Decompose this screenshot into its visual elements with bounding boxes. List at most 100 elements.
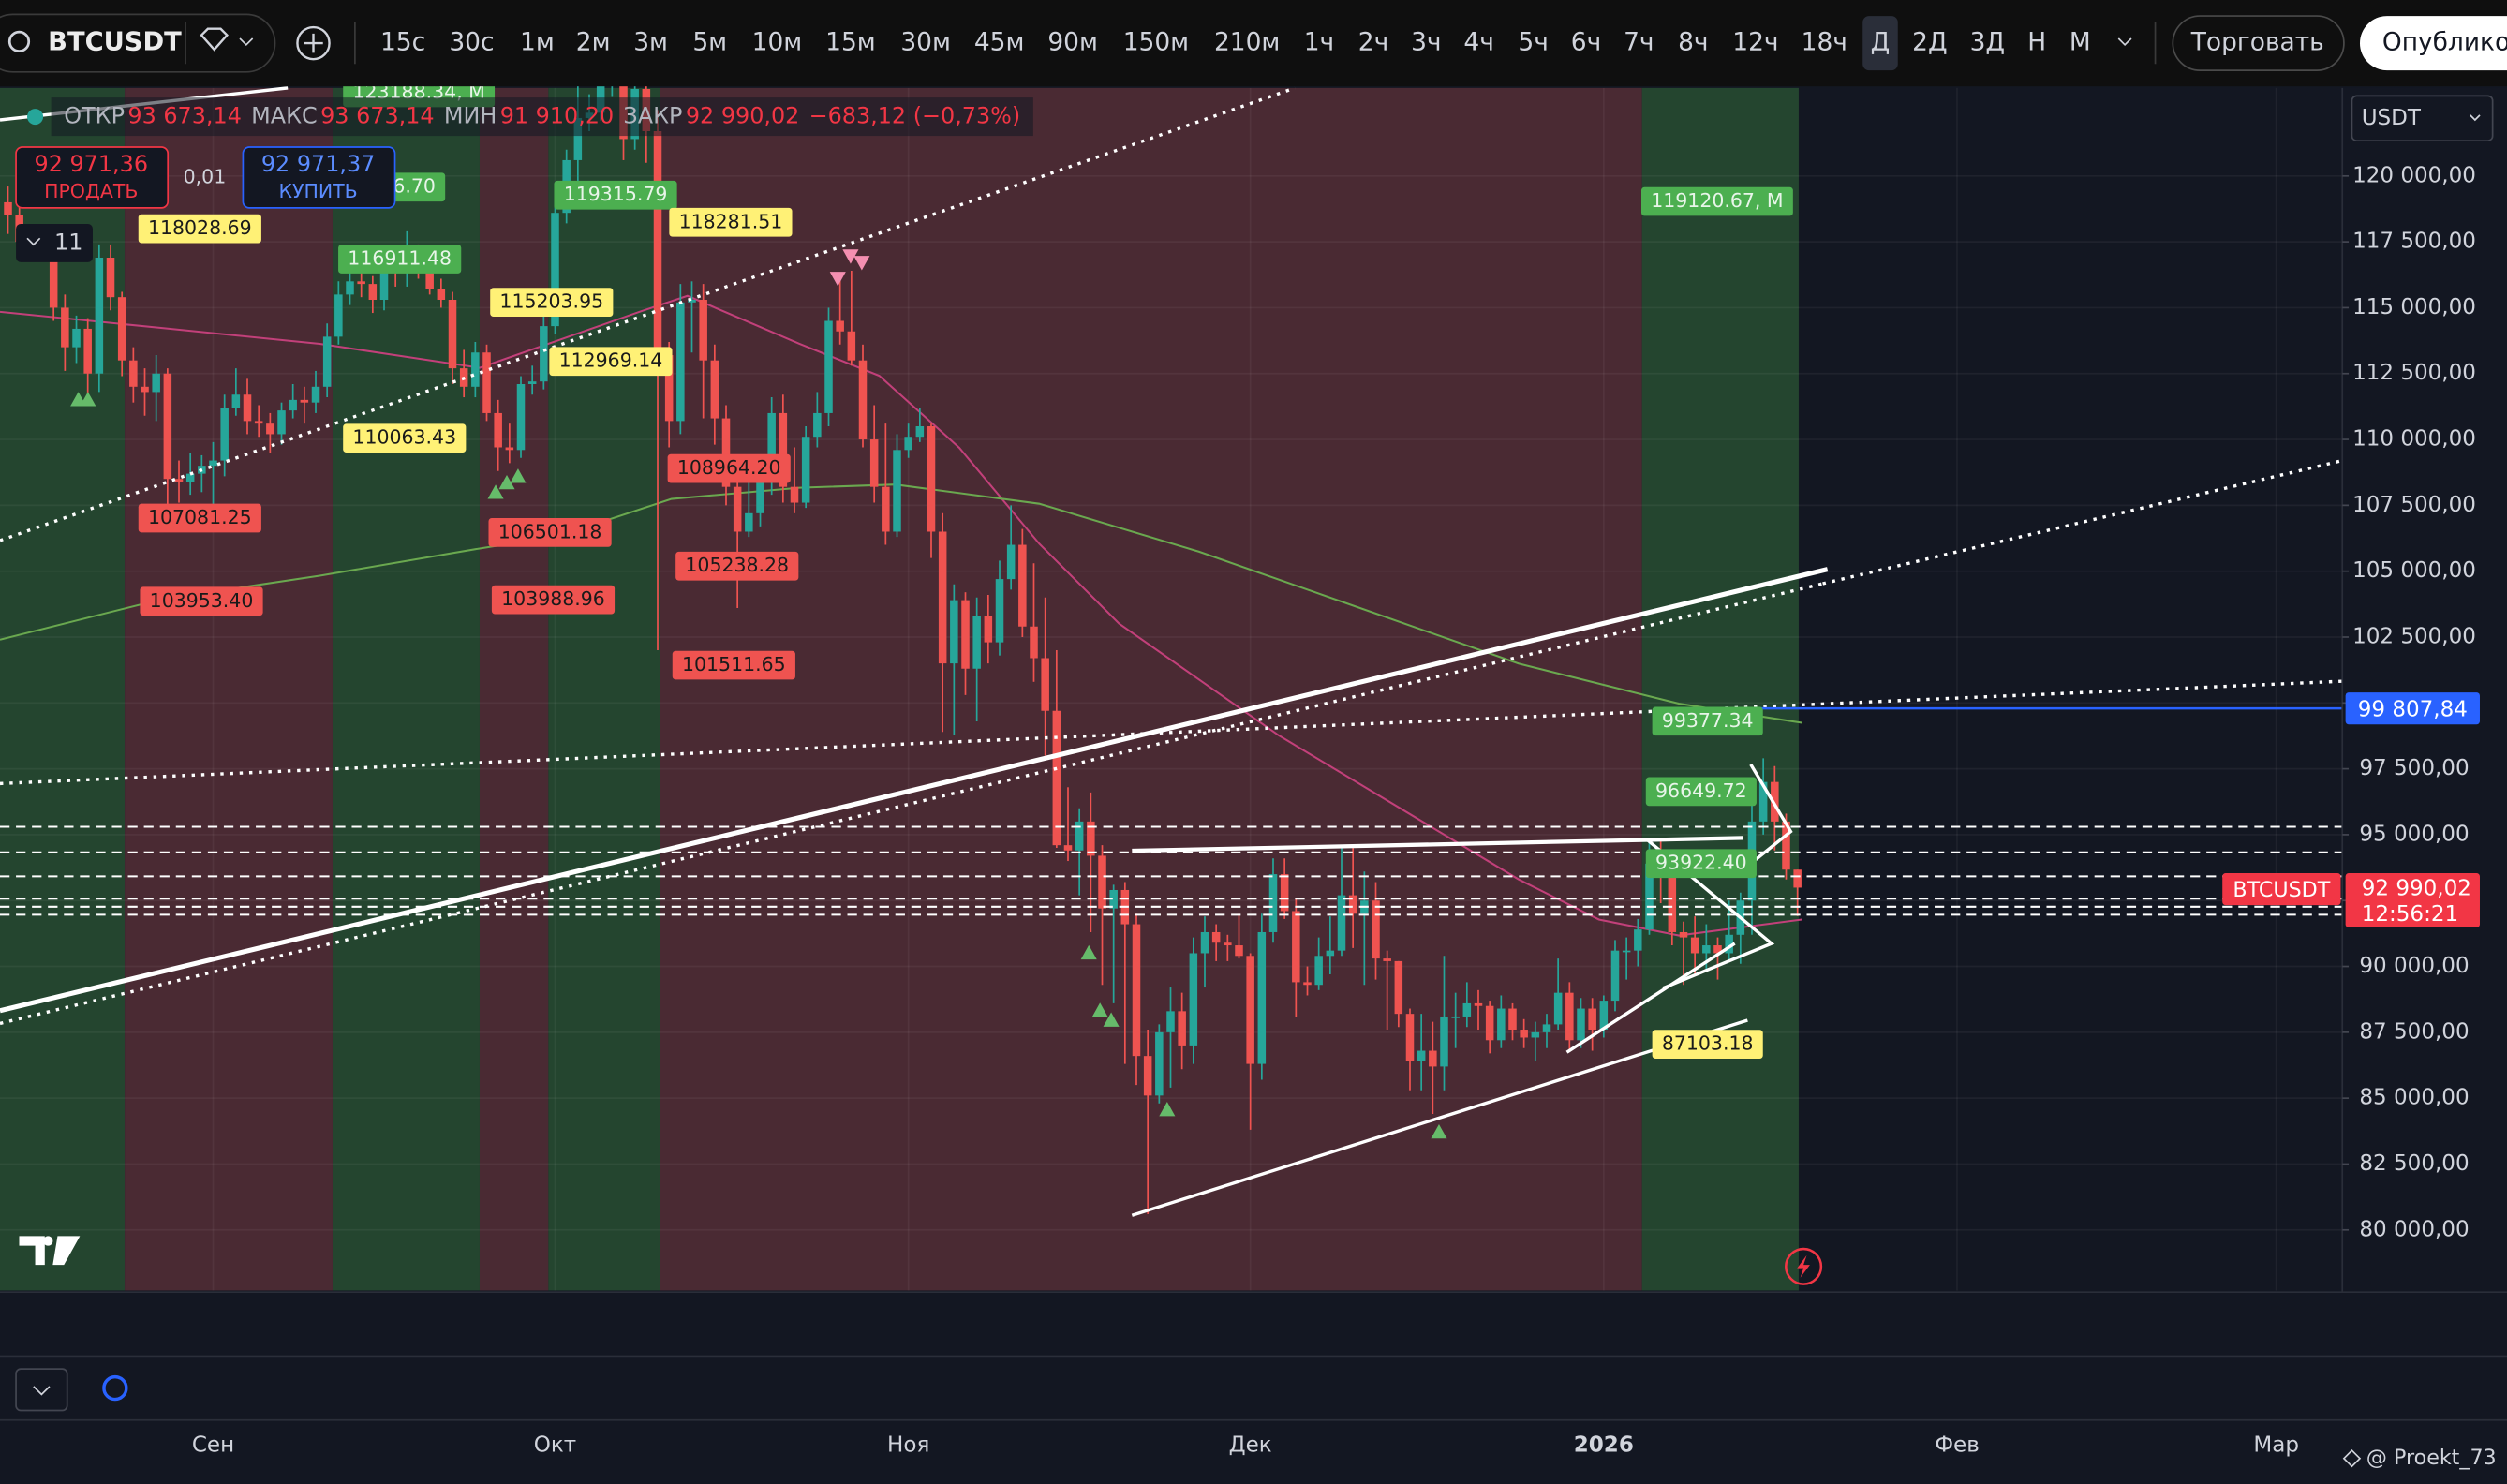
interval[interactable]: 30с bbox=[449, 28, 494, 57]
annotation: 107081.25 bbox=[148, 506, 252, 528]
y-tick-label: 85 000,00 bbox=[2359, 1086, 2469, 1110]
candle-body bbox=[1257, 931, 1267, 1064]
candle-body bbox=[311, 386, 320, 403]
buy-price[interactable]: 92 971,37 bbox=[261, 151, 376, 177]
interval[interactable]: 2ч bbox=[1358, 28, 1388, 57]
legend-value: 92 990,02 bbox=[686, 103, 800, 129]
candle-body bbox=[779, 412, 788, 487]
candle-body bbox=[1211, 931, 1221, 943]
candle-body bbox=[1372, 900, 1380, 959]
x-tick-label: 2026 bbox=[1574, 1433, 1634, 1458]
interval[interactable]: 12ч bbox=[1732, 28, 1778, 57]
interval[interactable]: 45м bbox=[974, 28, 1025, 57]
candle-body bbox=[482, 352, 491, 413]
interval[interactable]: 5ч bbox=[1518, 28, 1548, 57]
legend-change: −683,12 (−0,73%) bbox=[809, 103, 1021, 129]
currency-box[interactable] bbox=[2351, 95, 2494, 142]
indicator-count[interactable]: 11 bbox=[54, 229, 82, 255]
trade[interactable]: Торговать bbox=[2190, 28, 2324, 57]
candle-body bbox=[882, 486, 890, 532]
candle-body bbox=[209, 460, 217, 467]
symbol-label: BTCUSDT bbox=[2233, 878, 2330, 902]
add-button[interactable] bbox=[296, 25, 331, 61]
indicators-toggle[interactable] bbox=[16, 223, 93, 262]
red-band bbox=[479, 87, 549, 1291]
interval[interactable]: 30м bbox=[900, 28, 951, 57]
candle-body bbox=[357, 281, 365, 285]
flash-icon[interactable] bbox=[1785, 1247, 1823, 1285]
candle-body bbox=[972, 616, 981, 669]
triangle-line bbox=[1132, 836, 1743, 853]
interval[interactable]: 5м bbox=[692, 28, 727, 57]
interval[interactable]: Д bbox=[1871, 28, 1891, 57]
interval[interactable]: 15с bbox=[380, 28, 425, 57]
candle-body bbox=[1075, 821, 1084, 851]
sell-button[interactable] bbox=[15, 146, 170, 209]
annotation: 106501.18 bbox=[498, 520, 602, 542]
ma-pink bbox=[0, 294, 1802, 937]
flash-circle[interactable] bbox=[1785, 1247, 1823, 1285]
symbol[interactable]: BTCUSDT bbox=[48, 28, 182, 57]
interval[interactable]: 7ч bbox=[1624, 28, 1654, 57]
interval[interactable]: 2м bbox=[576, 28, 611, 57]
sell-label[interactable]: ПРОДАТЬ bbox=[44, 180, 138, 202]
candle-body bbox=[1189, 953, 1198, 1046]
interval[interactable]: М bbox=[2069, 28, 2091, 57]
refresh-icon[interactable] bbox=[102, 1374, 128, 1402]
currency-select[interactable]: USDT bbox=[2351, 95, 2494, 142]
chevron bbox=[33, 1386, 51, 1396]
trade-button[interactable] bbox=[2172, 15, 2345, 71]
interval[interactable]: Н bbox=[2027, 28, 2046, 57]
candle-body bbox=[1246, 956, 1254, 1064]
candle-body bbox=[836, 320, 844, 332]
annotation: 96649.72 bbox=[1655, 779, 1747, 802]
currency[interactable]: USDT bbox=[2362, 106, 2422, 130]
candle-body bbox=[927, 425, 936, 532]
candle-body bbox=[152, 373, 160, 393]
active-interval-bg[interactable] bbox=[1862, 16, 1898, 71]
publish[interactable]: Опублико bbox=[2382, 28, 2507, 57]
interval[interactable]: 150м bbox=[1123, 28, 1189, 57]
candle-body bbox=[699, 299, 707, 361]
chevron[interactable] bbox=[2117, 37, 2132, 47]
interval[interactable]: 3ч bbox=[1411, 28, 1441, 57]
candle-body bbox=[1622, 950, 1631, 953]
interval[interactable]: 90м bbox=[1047, 28, 1098, 57]
collapse-button[interactable] bbox=[15, 1368, 68, 1412]
interval[interactable]: 2Д bbox=[1912, 28, 1947, 57]
interval[interactable]: 1ч bbox=[1304, 28, 1334, 57]
publish-button[interactable] bbox=[2359, 16, 2507, 71]
interval[interactable]: 1м bbox=[520, 28, 555, 57]
interval[interactable]: 10м bbox=[752, 28, 803, 57]
annotation: 93922.40 bbox=[1655, 852, 1747, 874]
candle-body bbox=[961, 600, 970, 669]
buy-button[interactable] bbox=[242, 146, 396, 209]
interval[interactable]: 4ч bbox=[1463, 28, 1493, 57]
sell-price[interactable]: 92 971,36 bbox=[35, 151, 149, 177]
y-tick-label: 97 500,00 bbox=[2359, 756, 2469, 780]
interval[interactable]: 15м bbox=[825, 28, 876, 57]
y-tick-label: 82 500,00 bbox=[2359, 1151, 2469, 1176]
legend-label: ЗАКР bbox=[623, 103, 682, 129]
interval[interactable]: 8ч bbox=[1678, 28, 1708, 57]
candle-body bbox=[266, 423, 274, 435]
alert-label: 99 807,84 bbox=[2358, 697, 2468, 721]
price-labels: 99 807,84 BTCUSDT 92 990,02 12:56:21 bbox=[2222, 692, 2480, 928]
interval[interactable]: 210м bbox=[1214, 28, 1280, 57]
candle-body bbox=[243, 394, 252, 422]
candle-body bbox=[505, 447, 514, 451]
interval[interactable]: 6ч bbox=[1571, 28, 1601, 57]
interval[interactable]: 3м bbox=[633, 28, 668, 57]
interval[interactable]: 18ч bbox=[1802, 28, 1847, 57]
buy-label[interactable]: КУПИТЬ bbox=[278, 180, 357, 202]
down-markers bbox=[829, 249, 870, 287]
candle-body bbox=[1645, 863, 1654, 930]
candle-body bbox=[368, 284, 378, 300]
annotation-bg bbox=[549, 347, 673, 377]
symbol-box[interactable] bbox=[0, 13, 276, 73]
candle-body bbox=[790, 486, 799, 503]
interval[interactable]: 3Д bbox=[1970, 28, 2005, 57]
y-tick-label: 90 000,00 bbox=[2359, 954, 2469, 978]
diamond-icon[interactable] bbox=[200, 27, 229, 52]
